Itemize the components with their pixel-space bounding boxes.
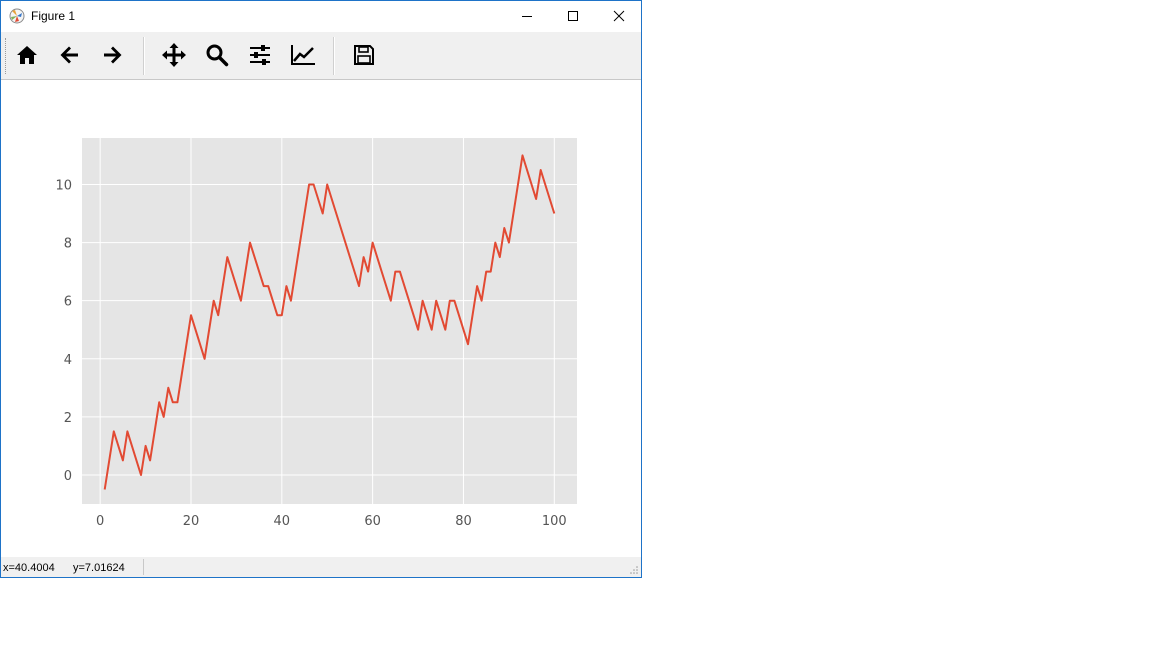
cursor-x-readout: x=40.4004 bbox=[3, 562, 55, 574]
cursor-y-readout: y=7.01624 bbox=[73, 562, 125, 574]
back-button[interactable] bbox=[52, 37, 88, 73]
move-icon bbox=[162, 43, 186, 67]
x-tick-label: 60 bbox=[364, 514, 381, 529]
matplotlib-logo-icon bbox=[9, 8, 25, 24]
minimize-button[interactable] bbox=[504, 1, 550, 31]
home-button[interactable] bbox=[9, 37, 45, 73]
window-title: Figure 1 bbox=[31, 9, 76, 23]
y-tick-label: 0 bbox=[64, 469, 72, 484]
floppy-disk-icon bbox=[354, 45, 374, 65]
series-line bbox=[103, 154, 556, 490]
edit-axis-button[interactable] bbox=[285, 37, 321, 73]
x-tick-label: 0 bbox=[96, 514, 104, 529]
y-tick-label: 6 bbox=[64, 295, 72, 310]
arrow-right-icon bbox=[104, 46, 122, 64]
status-separator bbox=[143, 559, 144, 575]
home-icon bbox=[17, 46, 37, 64]
toolbar-separator bbox=[333, 37, 335, 75]
status-bar: x=40.4004 y=7.01624 bbox=[1, 557, 641, 577]
y-tick-labels: 0 2 4 6 8 10 bbox=[55, 178, 72, 483]
grid-lines bbox=[82, 138, 577, 504]
sliders-icon bbox=[250, 45, 270, 65]
configure-subplots-button[interactable] bbox=[242, 37, 278, 73]
line-plot[interactable]: 0 20 40 60 80 100 0 2 4 6 8 10 bbox=[1, 80, 641, 557]
resize-grip-icon[interactable] bbox=[629, 565, 639, 575]
close-button[interactable] bbox=[596, 1, 642, 31]
figure-canvas[interactable]: 0 20 40 60 80 100 0 2 4 6 8 10 bbox=[1, 80, 641, 557]
close-icon bbox=[613, 10, 625, 22]
x-tick-label: 100 bbox=[542, 514, 567, 529]
maximize-icon bbox=[568, 11, 578, 21]
arrow-left-icon bbox=[60, 46, 78, 64]
y-tick-label: 10 bbox=[55, 178, 72, 193]
x-tick-label: 40 bbox=[274, 514, 291, 529]
x-tick-label: 80 bbox=[455, 514, 472, 529]
y-tick-label: 2 bbox=[64, 411, 72, 426]
maximize-button[interactable] bbox=[550, 1, 596, 31]
line-chart-icon bbox=[291, 45, 315, 65]
x-tick-label: 20 bbox=[183, 514, 200, 529]
navigation-toolbar bbox=[1, 32, 641, 80]
axes-background bbox=[82, 138, 577, 504]
zoom-button[interactable] bbox=[199, 37, 235, 73]
magnifier-icon bbox=[206, 44, 229, 67]
figure-window: Figure 1 bbox=[0, 0, 642, 578]
title-bar[interactable]: Figure 1 bbox=[1, 1, 641, 31]
y-tick-label: 4 bbox=[64, 353, 72, 368]
forward-button[interactable] bbox=[94, 37, 130, 73]
save-button[interactable] bbox=[346, 37, 382, 73]
pan-button[interactable] bbox=[156, 37, 192, 73]
toolbar-separator bbox=[143, 37, 145, 75]
x-tick-labels: 0 20 40 60 80 100 bbox=[96, 514, 567, 529]
toolbar-grip[interactable] bbox=[5, 38, 8, 74]
y-tick-label: 8 bbox=[64, 237, 72, 252]
minimize-icon bbox=[522, 16, 532, 17]
